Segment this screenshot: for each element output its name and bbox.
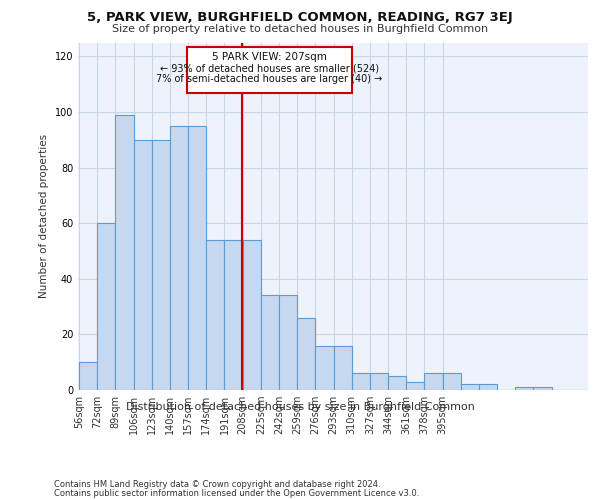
Bar xyxy=(370,374,388,390)
Bar xyxy=(261,296,279,390)
Bar xyxy=(479,384,497,390)
Bar xyxy=(279,296,297,390)
Bar xyxy=(206,240,224,390)
Bar xyxy=(352,374,370,390)
Text: Contains public sector information licensed under the Open Government Licence v3: Contains public sector information licen… xyxy=(54,489,419,498)
Text: Contains HM Land Registry data © Crown copyright and database right 2024.: Contains HM Land Registry data © Crown c… xyxy=(54,480,380,489)
Text: Distribution of detached houses by size in Burghfield Common: Distribution of detached houses by size … xyxy=(125,402,475,412)
Bar xyxy=(115,115,134,390)
Bar xyxy=(533,387,551,390)
Text: Size of property relative to detached houses in Burghfield Common: Size of property relative to detached ho… xyxy=(112,24,488,34)
Bar xyxy=(334,346,352,390)
Bar xyxy=(388,376,406,390)
Bar xyxy=(187,46,352,92)
Bar xyxy=(297,318,316,390)
Bar xyxy=(152,140,170,390)
Bar xyxy=(224,240,242,390)
Bar xyxy=(79,362,97,390)
Text: 7% of semi-detached houses are larger (40) →: 7% of semi-detached houses are larger (4… xyxy=(156,74,383,85)
Bar xyxy=(461,384,479,390)
Bar xyxy=(406,382,424,390)
Bar xyxy=(134,140,152,390)
Bar xyxy=(170,126,188,390)
Bar xyxy=(97,223,115,390)
Y-axis label: Number of detached properties: Number of detached properties xyxy=(39,134,49,298)
Bar xyxy=(424,374,443,390)
Text: 5 PARK VIEW: 207sqm: 5 PARK VIEW: 207sqm xyxy=(212,52,327,62)
Bar xyxy=(316,346,334,390)
Bar xyxy=(188,126,206,390)
Bar xyxy=(515,387,533,390)
Text: ← 93% of detached houses are smaller (524): ← 93% of detached houses are smaller (52… xyxy=(160,63,379,73)
Bar xyxy=(443,374,461,390)
Text: 5, PARK VIEW, BURGHFIELD COMMON, READING, RG7 3EJ: 5, PARK VIEW, BURGHFIELD COMMON, READING… xyxy=(87,11,513,24)
Bar xyxy=(242,240,261,390)
